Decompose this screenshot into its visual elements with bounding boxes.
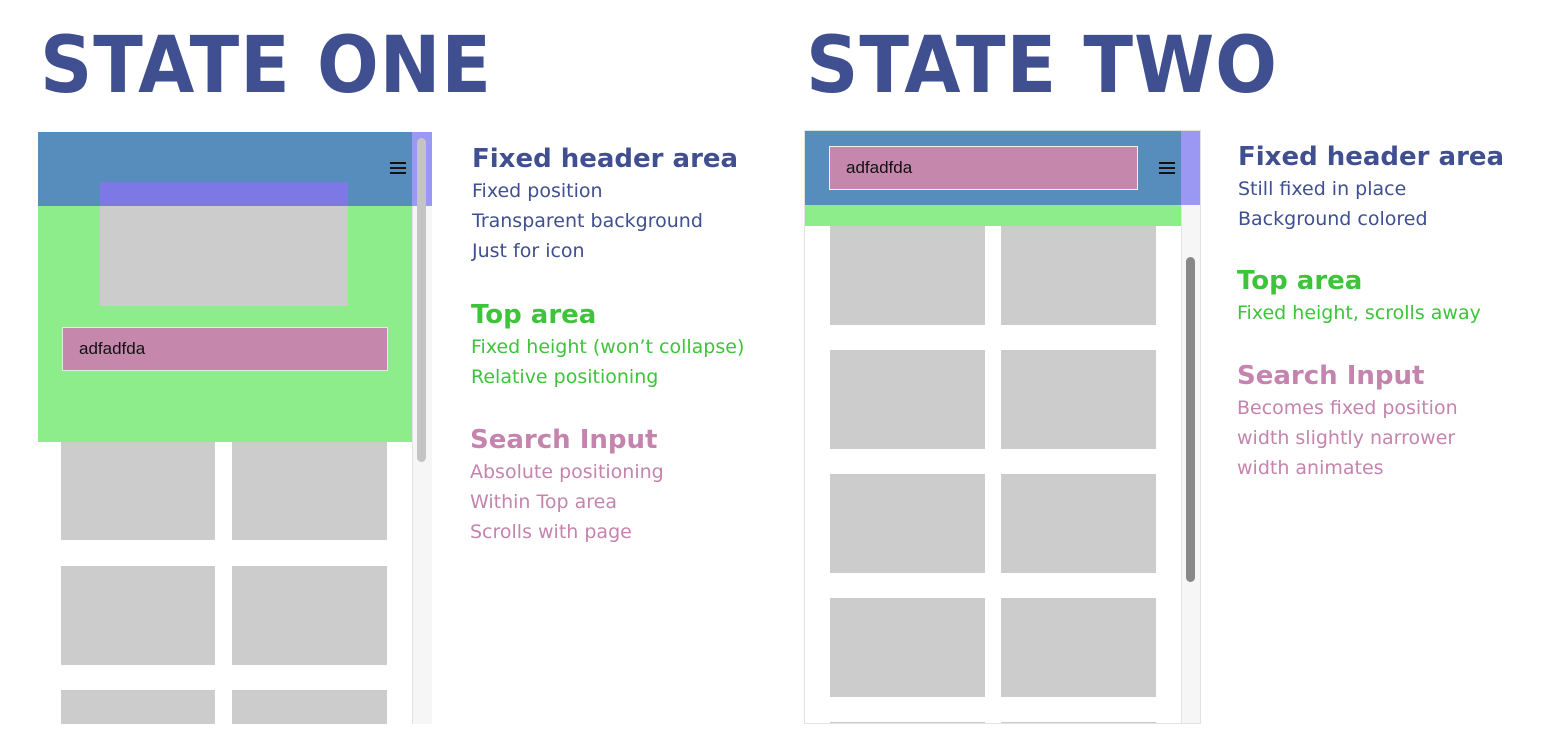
label-heading: Fixed header area <box>1238 142 1505 172</box>
content-tile <box>61 438 215 540</box>
label-line: Becomes fixed position <box>1237 397 1458 419</box>
search-input-value: adfadfda <box>79 339 146 358</box>
search-input[interactable]: adfadfda <box>62 327 388 371</box>
state-one-header-label: Fixed header area Fixed position Transpa… <box>472 142 738 266</box>
content-tile <box>232 566 387 665</box>
label-line: Relative positioning <box>471 366 659 388</box>
content-tile <box>830 474 985 573</box>
label-line: Background colored <box>1238 208 1428 230</box>
label-line: Absolute positioning <box>470 461 664 483</box>
content-tile <box>1001 225 1156 325</box>
label-heading: Search Input <box>470 425 658 455</box>
label-heading: Search Input <box>1237 361 1425 391</box>
label-line: Fixed height, scrolls away <box>1237 302 1481 324</box>
label-line: width animates <box>1237 457 1384 479</box>
hamburger-menu-icon[interactable] <box>1159 160 1175 176</box>
label-line: Scrolls with page <box>470 521 632 543</box>
label-line: Within Top area <box>470 491 617 513</box>
content-tile <box>830 722 985 723</box>
state-one-phone-frame: adfadfda <box>38 132 432 724</box>
label-line: Fixed position <box>472 180 603 202</box>
label-line: Transparent background <box>472 210 703 232</box>
label-line: Still fixed in place <box>1238 178 1407 200</box>
label-line: Just for icon <box>472 240 585 262</box>
content-tile <box>1001 474 1156 573</box>
content-tile <box>61 566 215 665</box>
state-two-search-label: Search Input Becomes fixed position widt… <box>1237 359 1458 483</box>
state-two-top-label: Top area Fixed height, scrolls away <box>1237 264 1481 328</box>
content-tile <box>1001 350 1156 449</box>
content-tile <box>61 690 215 724</box>
top-area <box>805 205 1181 226</box>
content-tile <box>232 438 387 540</box>
content-tile <box>830 598 985 697</box>
label-heading: Fixed header area <box>472 144 739 174</box>
scrollbar-thumb[interactable] <box>417 138 426 462</box>
search-input[interactable]: adfadfda <box>829 146 1138 190</box>
state-one-top-label: Top area Fixed height (won’t collapse) R… <box>471 298 744 392</box>
search-input-value: adfadfda <box>846 158 913 177</box>
state-two-title: STATE TWO <box>806 21 1278 111</box>
scrollbar-overlay <box>1181 131 1200 205</box>
icon-area-overlay <box>100 182 348 206</box>
state-one-search-label: Search Input Absolute positioning Within… <box>470 423 664 547</box>
scrollbar-thumb[interactable] <box>1186 257 1195 582</box>
hamburger-menu-icon[interactable] <box>390 160 406 176</box>
content-tile <box>830 225 985 325</box>
content-tile <box>1001 598 1156 697</box>
content-tile <box>830 350 985 449</box>
label-line: Fixed height (won’t collapse) <box>471 336 745 358</box>
state-one-title: STATE ONE <box>40 21 492 111</box>
label-heading: Top area <box>1237 266 1363 296</box>
state-two-phone-frame: adfadfda <box>804 130 1201 724</box>
label-line: width slightly narrower <box>1237 427 1456 449</box>
content-tile <box>232 690 387 724</box>
state-two-header-label: Fixed header area Still fixed in place B… <box>1238 140 1504 234</box>
label-heading: Top area <box>471 300 597 330</box>
content-tile <box>1001 722 1156 723</box>
